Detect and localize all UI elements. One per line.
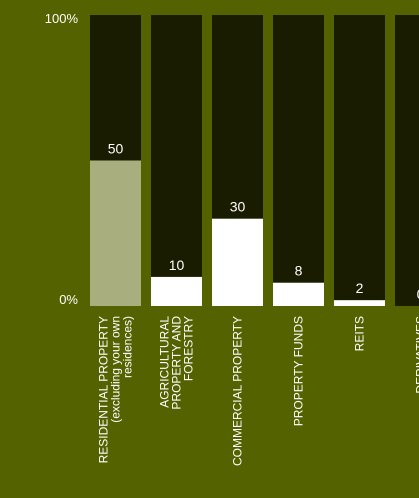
category-label-line: RESIDENTIAL PROPERTY [97,316,111,463]
category-label-line: residences) [121,316,135,378]
category-label-line: REITS [353,316,367,351]
bar-tracks [90,15,419,306]
category-label-line: DERIVATIVES [414,316,419,394]
bar-track [151,15,202,306]
bar-value-label: 0 [417,286,419,302]
bar [90,160,141,306]
bar-track [273,15,324,306]
category-label: REITS [353,316,367,351]
bar-value-label: 30 [230,199,246,215]
category-label-line: FORESTRY [182,316,196,381]
bar-value-label: 2 [356,280,364,296]
bar-track [334,15,385,306]
category-label: RESIDENTIAL PROPERTY(excluding your ownr… [97,316,135,463]
y-tick-label-100: 100% [45,11,79,26]
category-label: DERIVATIVES [414,316,419,394]
y-tick-label-0: 0% [59,292,78,307]
bar-value-label: 8 [295,263,303,279]
bar [273,282,324,306]
bar-value-label: 10 [169,257,185,273]
bar [334,300,385,306]
bars [90,160,385,306]
bar [212,218,263,306]
bar-track [395,15,419,306]
category-label: COMMERCIAL PROPERTY [231,316,245,466]
category-labels: RESIDENTIAL PROPERTY(excluding your ownr… [97,316,419,466]
y-axis-ticks: 100% 0% [45,11,79,307]
category-label-line: COMMERCIAL PROPERTY [231,316,245,466]
category-label-line: (excluding your own [109,316,123,423]
category-label-line: AGRICULTURAL [158,316,172,408]
bar-value-label: 50 [108,141,124,157]
bar [151,276,202,306]
category-label-line: PROPERTY AND [170,316,184,410]
value-labels: 50 10 30 8 2 0 [108,141,419,303]
category-label-line: PROPERTY FUNDS [292,316,306,426]
category-label: PROPERTY FUNDS [292,316,306,426]
